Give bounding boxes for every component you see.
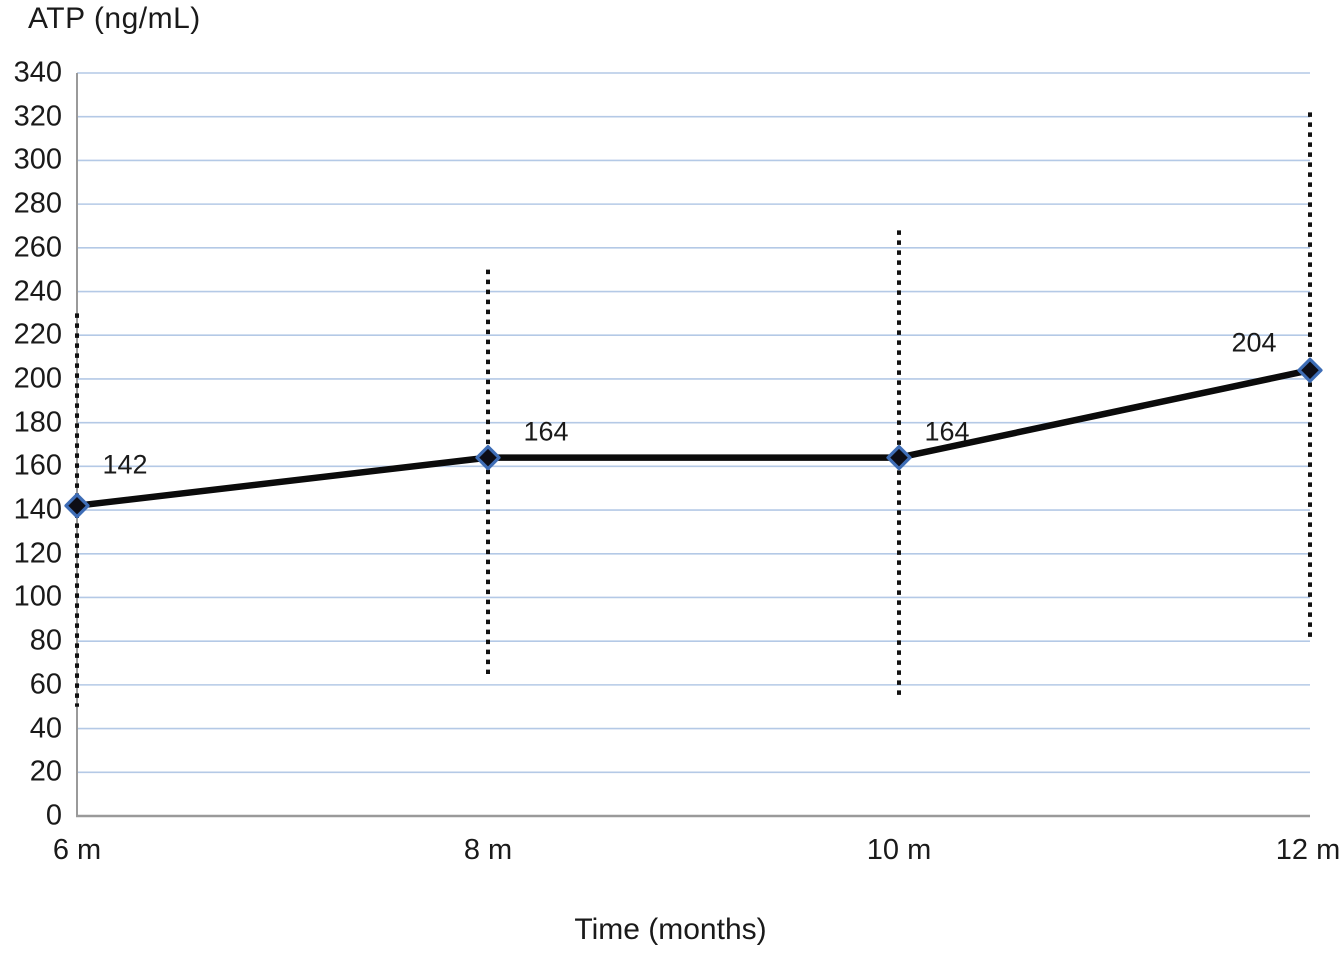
y-tick-label: 340 [13,56,62,89]
y-tick-label: 280 [13,187,62,220]
series-line [73,366,1314,509]
data-point-label: 204 [1231,327,1277,358]
x-tick-label: 10 m [866,834,932,866]
y-tick-label: 0 [45,799,62,832]
data-point-marker [886,445,912,471]
y-tick-label: 320 [13,100,62,133]
x-tick-label: 12 m [1275,834,1341,866]
y-tick-label: 160 [13,449,62,482]
y-tick-label: 60 [29,668,62,701]
y-tick-label: 220 [13,318,62,351]
y-tick-label: 180 [13,406,62,439]
data-point-label: 164 [523,416,569,447]
x-tick-label: 6 m [52,834,102,866]
y-tick-label: 300 [13,143,62,176]
y-tick-label: 200 [13,362,62,395]
y-tick-label: 100 [13,580,62,613]
y-tick-label: 20 [29,755,62,788]
data-point-label: 142 [102,449,148,480]
data-point-marker [475,445,501,471]
y-tick-label: 120 [13,537,62,570]
y-tick-label: 140 [13,493,62,526]
x-tick-label: 8 m [463,834,513,866]
y-tick-label: 40 [29,712,62,745]
data-point-label: 164 [924,416,970,447]
data-point-marker [64,493,90,519]
x-axis-title: Time (months) [574,913,767,946]
y-axis-title: ATP (ng/mL) [28,2,201,35]
data-point-marker [1297,357,1323,383]
y-tick-label: 80 [29,624,62,657]
y-tick-label: 240 [13,275,62,308]
y-tick-label: 260 [13,231,62,264]
